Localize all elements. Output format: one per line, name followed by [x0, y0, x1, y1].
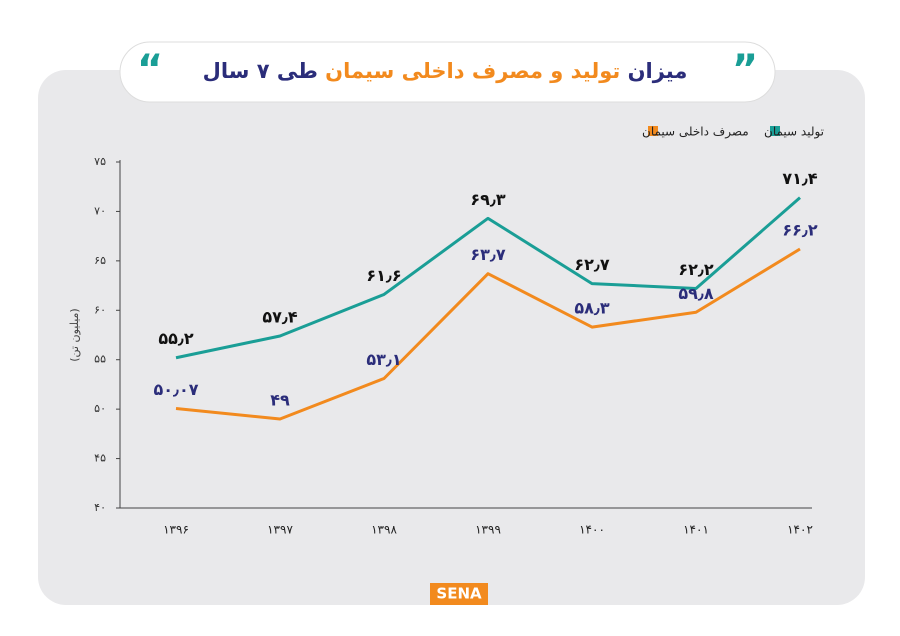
x-tick-label: ۱۴۰۲ [787, 523, 813, 537]
data-label: ۴۹ [270, 391, 290, 410]
x-tick-label: ۱۳۹۷ [267, 523, 293, 537]
data-label: ۶۱٫۶ [366, 266, 401, 285]
title-pill [119, 41, 776, 103]
data-label: ۵۸٫۳ [574, 299, 610, 318]
title-part: طی ۷ سال [203, 59, 318, 83]
legend-label: مصرف داخلی سیمان [642, 125, 749, 140]
series-line [175, 247, 801, 421]
data-label: ۷۱٫۴ [782, 169, 818, 188]
data-label: ۵۳٫۱ [366, 350, 401, 369]
data-label: ۵۰٫۰۷ [153, 380, 198, 399]
title-part: میزان [628, 59, 688, 83]
y-tick-label: ۶۰ [94, 303, 106, 316]
legend-swatch [770, 126, 780, 136]
y-tick-label: ۴۰ [94, 501, 106, 514]
y-tick-label: ۷۵ [94, 155, 106, 168]
y-tick-label: ۶۵ [94, 254, 106, 267]
legend-label: تولید سیمان [764, 125, 824, 140]
data-label: ۵۷٫۴ [262, 307, 298, 326]
data-label: ۶۹٫۳ [470, 190, 506, 209]
x-tick-label: ۱۳۹۸ [371, 523, 397, 537]
x-tick-label: ۱۴۰۰ [579, 523, 605, 537]
y-tick-label: ۵۵ [94, 353, 106, 366]
data-label: ۶۲٫۷ [574, 255, 610, 274]
data-label: ۵۹٫۸ [678, 284, 714, 303]
chart-title: میزان تولید و مصرف داخلی سیمان طی ۷ سال [203, 59, 688, 83]
quote-mark: ” [732, 47, 758, 93]
panel [38, 70, 865, 605]
x-tick-label: ۱۳۹۶ [163, 523, 189, 537]
legend-swatch [648, 126, 658, 136]
data-label: ۶۳٫۷ [470, 245, 506, 264]
data-label: ۶۶٫۲ [782, 220, 818, 239]
y-tick-label: ۴۵ [94, 452, 106, 465]
data-label: ۶۲٫۲ [678, 260, 714, 279]
title-part: تولید و مصرف داخلی سیمان [325, 59, 620, 83]
quote-mark: “ [137, 47, 163, 93]
y-tick-label: ۷۰ [94, 204, 106, 217]
y-axis-label: (میلیون تن) [68, 308, 81, 361]
logo-box [430, 583, 488, 605]
data-label: ۵۵٫۲ [158, 329, 194, 348]
logo: SENA [436, 585, 482, 603]
x-tick-label: ۱۳۹۹ [475, 523, 501, 537]
y-tick-label: ۵۰ [94, 402, 106, 415]
x-tick-label: ۱۴۰۱ [683, 523, 709, 537]
series-line [175, 196, 801, 360]
